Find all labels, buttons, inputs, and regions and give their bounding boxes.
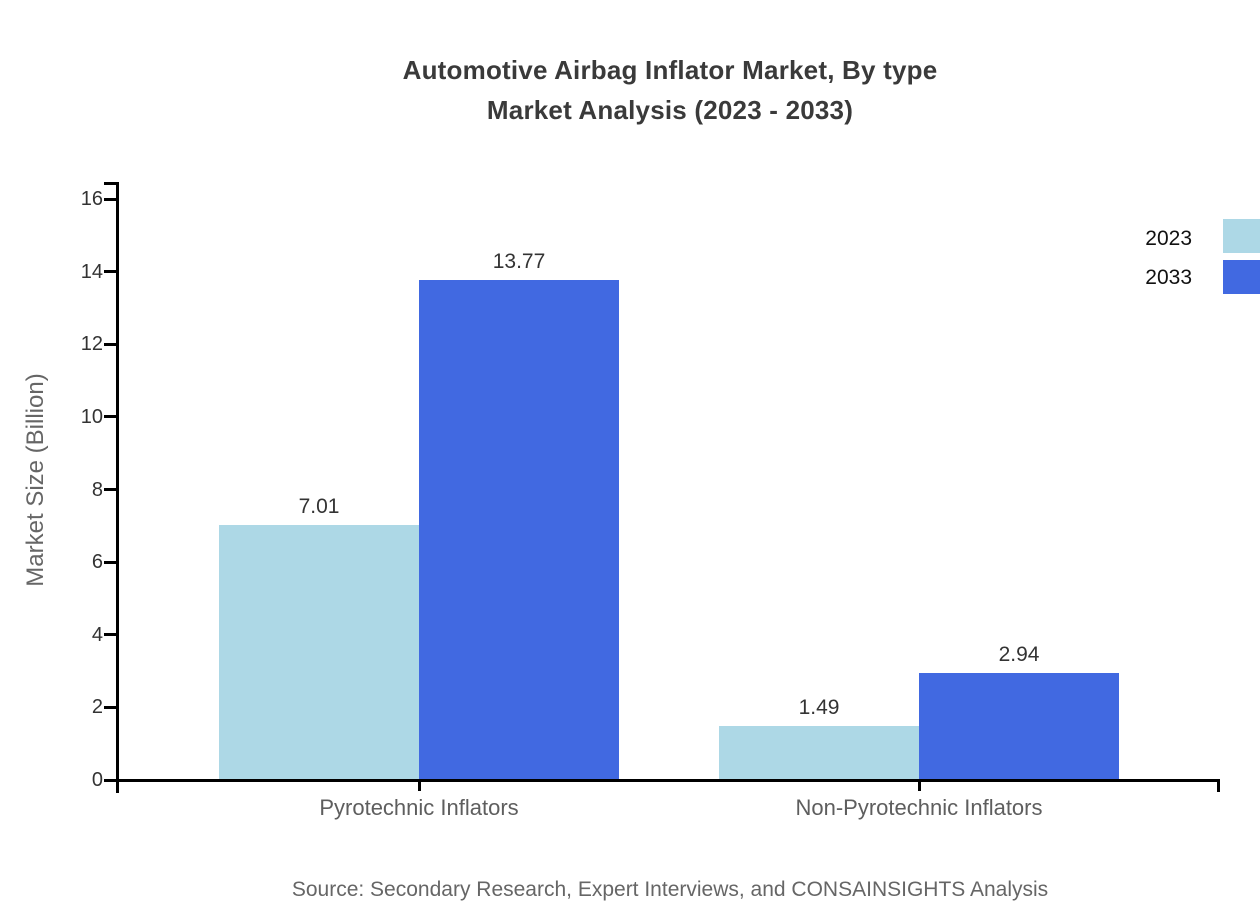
bar-2023-non-pyrotechnic-inflators bbox=[719, 725, 919, 780]
bar-2033-non-pyrotechnic-inflators bbox=[919, 673, 1119, 780]
y-axis-top-cap bbox=[104, 182, 116, 185]
chart-title-line2: Market Analysis (2023 - 2033) bbox=[486, 95, 854, 125]
y-tick-label: 8 bbox=[91, 478, 103, 501]
x-axis-end-tick bbox=[1217, 779, 1220, 792]
legend-item-2023-label: 2023 bbox=[1145, 227, 1192, 250]
y-tick bbox=[104, 633, 116, 637]
x-tick bbox=[417, 781, 421, 791]
y-tick-label: 12 bbox=[80, 333, 103, 356]
x-tick bbox=[917, 781, 921, 791]
y-tick bbox=[104, 197, 116, 201]
bar-2033-pyrotechnic-inflators bbox=[419, 279, 619, 780]
y-tick-label: 10 bbox=[80, 405, 103, 428]
bar-value-label: 1.49 bbox=[798, 695, 840, 719]
y-tick-label: 2 bbox=[91, 696, 103, 719]
chart-title: Automotive Airbag Inflator Market, By ty… bbox=[80, 50, 1260, 130]
y-tick-label: 14 bbox=[80, 260, 103, 283]
y-tick bbox=[104, 415, 116, 419]
category-label-pyrotechnic-inflators: Pyrotechnic Inflators bbox=[319, 795, 519, 820]
y-axis-line bbox=[116, 182, 119, 793]
y-tick bbox=[104, 560, 116, 564]
legend-swatch-2033 bbox=[1223, 260, 1260, 294]
y-tick-label: 16 bbox=[80, 188, 103, 210]
source-attribution: Source: Secondary Research, Expert Inter… bbox=[291, 878, 1049, 901]
y-tick-label: 0 bbox=[91, 769, 103, 791]
legend-swatch-2023 bbox=[1223, 219, 1260, 253]
y-tick-label: 6 bbox=[91, 551, 103, 574]
bar-2023-pyrotechnic-inflators bbox=[219, 525, 419, 780]
bar-value-label: 7.01 bbox=[298, 495, 340, 519]
y-tick bbox=[104, 778, 116, 782]
bar-value-label: 13.77 bbox=[492, 249, 546, 273]
legend-item-2033-label: 2033 bbox=[1145, 266, 1192, 289]
x-axis-line bbox=[116, 779, 1220, 782]
y-tick-label: 4 bbox=[91, 623, 103, 646]
y-tick bbox=[104, 705, 116, 709]
bar-value-label: 2.94 bbox=[998, 643, 1040, 667]
y-tick bbox=[104, 488, 116, 491]
y-tick bbox=[104, 270, 116, 274]
chart-title-line1: Automotive Airbag Inflator Market, By ty… bbox=[402, 55, 938, 85]
category-label-non-pyrotechnic-inflators: Non-Pyrotechnic Inflators bbox=[795, 795, 1043, 820]
y-tick bbox=[104, 342, 116, 346]
